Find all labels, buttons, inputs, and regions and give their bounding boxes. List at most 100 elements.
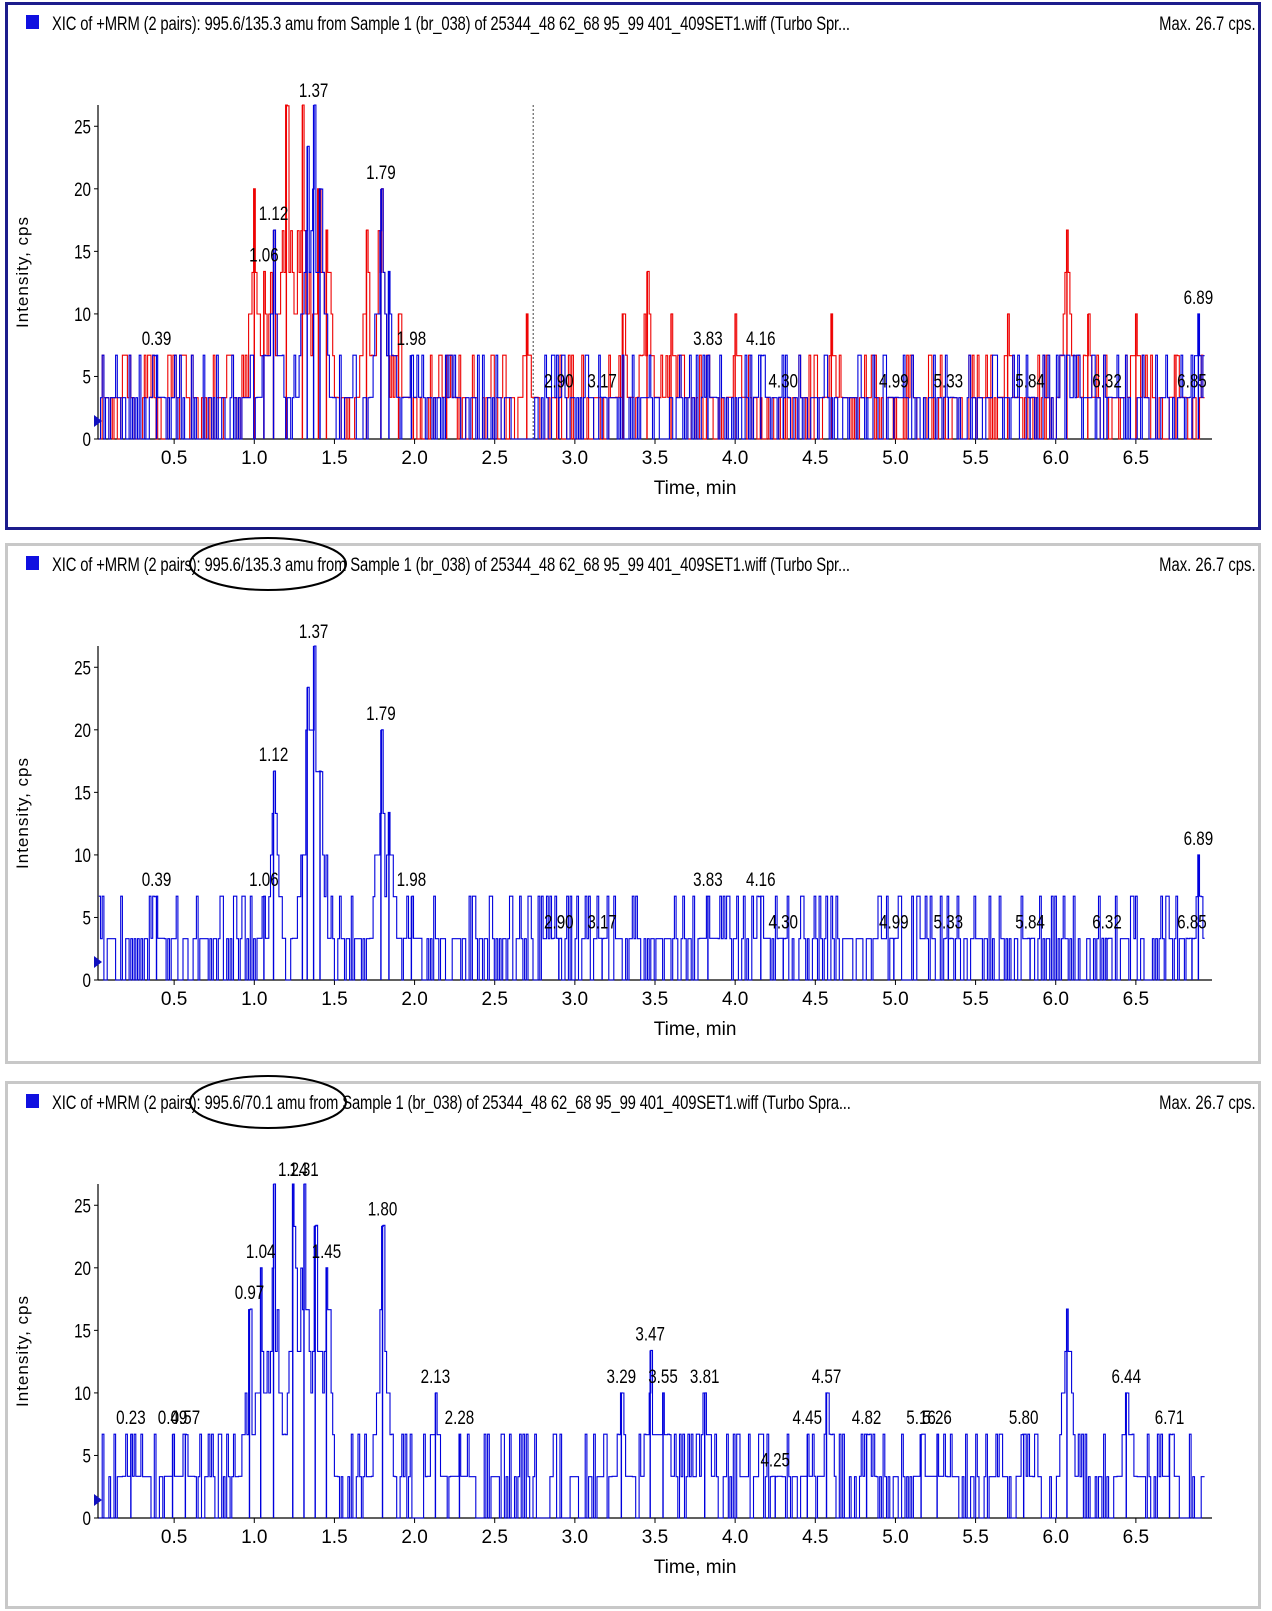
peak-label: 3.81 <box>690 1365 720 1387</box>
peak-label: 5.16 <box>906 1407 936 1429</box>
peak-label: 0.49 <box>158 1407 188 1429</box>
blue-trace-line <box>98 1183 1205 1519</box>
trace-color-swatch <box>26 15 39 29</box>
x-tick-label: 0.5 <box>161 448 187 469</box>
peak-label: 5.84 <box>1015 911 1045 933</box>
peak-label: 1.24 <box>278 1158 308 1180</box>
y-tick-label: 15 <box>74 1320 91 1342</box>
x-axis-label: Time, min <box>654 1019 737 1040</box>
peak-label: 1.79 <box>366 702 396 724</box>
x-tick-label: 1.0 <box>241 448 267 469</box>
peak-label: 1.79 <box>366 161 396 183</box>
x-tick-label: 4.5 <box>802 1527 828 1548</box>
chromatogram-panel-2[interactable]: XIC of +MRM (2 pairs): 995.6/135.3 amu f… <box>5 537 1261 1064</box>
peak-label: 2.13 <box>421 1365 451 1387</box>
x-tick-label: 3.5 <box>642 448 668 469</box>
x-tick-label: 2.5 <box>482 448 508 469</box>
peak-label: 3.47 <box>635 1323 665 1345</box>
peak-label: 1.12 <box>259 743 289 765</box>
x-tick-label: 5.5 <box>962 448 988 469</box>
peak-label: 0.57 <box>171 1407 201 1429</box>
x-tick-label: 2.5 <box>482 989 508 1010</box>
peak-label: 0.39 <box>142 328 172 350</box>
y-tick-label: 10 <box>74 303 91 325</box>
x-tick-label: 2.0 <box>401 448 427 469</box>
y-tick-label: 25 <box>74 116 91 138</box>
chromatogram-plot[interactable]: 0 5 10 15 20 25 0.5 1.0 1.5 2.0 2.5 3.0 3.5 4.0 4.5 5.0… <box>8 537 1258 1061</box>
x-tick-label: 4.0 <box>722 448 748 469</box>
peak-label: 5.33 <box>934 911 964 933</box>
x-tick-label: 5.0 <box>882 448 908 469</box>
peak-label: 1.04 <box>246 1240 276 1262</box>
y-tick-label: 15 <box>74 782 91 804</box>
peak-label: 5.26 <box>922 1407 952 1429</box>
x-tick-label: 1.5 <box>321 448 347 469</box>
x-tick-label: 0.5 <box>161 989 187 1010</box>
y-tick-label: 20 <box>74 178 91 200</box>
chromatogram-plot[interactable]: 0 5 10 15 20 25 0.5 1.0 1.5 2.0 2.5 3.0 3.5 4.0 4.5 5.0… <box>8 1075 1258 1606</box>
x-tick-label: 1.0 <box>241 1527 267 1548</box>
x-tick-label: 3.0 <box>562 1527 588 1548</box>
y-tick-label: 0 <box>83 1507 91 1529</box>
chromatogram-plot[interactable]: 0 5 10 15 20 25 0.5 1.0 1.5 2.0 2.5 3.0 3.5 4.0 4.5 5.0… <box>8 5 1258 527</box>
peak-label: 5.33 <box>934 370 964 392</box>
x-tick-label: 1.5 <box>321 1527 347 1548</box>
peak-label: 6.89 <box>1184 827 1214 849</box>
y-tick-label: 10 <box>74 1382 91 1404</box>
peak-label: 4.30 <box>768 911 798 933</box>
peak-label: 1.37 <box>299 79 329 101</box>
peak-label: 6.32 <box>1092 370 1122 392</box>
peak-label: 6.85 <box>1177 911 1207 933</box>
max-intensity-label: Max. 26.7 cps. <box>1159 14 1256 35</box>
x-tick-label: 4.5 <box>802 448 828 469</box>
x-tick-label: 2.0 <box>401 1527 427 1548</box>
x-axis-label: Time, min <box>654 1557 737 1578</box>
peak-label: 4.16 <box>746 328 776 350</box>
x-tick-label: 3.5 <box>642 989 668 1010</box>
x-tick-label: 5.5 <box>962 989 988 1010</box>
peak-label: 4.99 <box>879 370 909 392</box>
peak-label: 1.31 <box>289 1158 319 1180</box>
peak-label: 3.29 <box>607 1365 637 1387</box>
peak-label: 3.83 <box>693 869 723 891</box>
y-tick-label: 25 <box>74 1195 91 1217</box>
y-tick-label: 20 <box>74 719 91 741</box>
peak-label: 0.39 <box>142 869 172 891</box>
peak-label: 1.12 <box>259 202 289 224</box>
blue-trace-line <box>98 104 1205 440</box>
panel-title: XIC of +MRM (2 pairs): 995.6/135.3 amu f… <box>52 14 850 35</box>
y-axis-label: Intensity, cps <box>13 216 32 328</box>
peak-label: 2.28 <box>445 1407 475 1429</box>
x-tick-label: 6.0 <box>1043 448 1069 469</box>
x-tick-label: 1.5 <box>321 989 347 1010</box>
x-tick-label: 6.0 <box>1043 1527 1069 1548</box>
peak-label: 4.30 <box>768 370 798 392</box>
chromatogram-panel-3[interactable]: XIC of +MRM (2 pairs): 995.6/70.1 amu fr… <box>5 1075 1261 1609</box>
x-tick-label: 5.0 <box>882 1527 908 1548</box>
y-tick-label: 0 <box>83 969 91 991</box>
max-intensity-label: Max. 26.7 cps. <box>1159 1093 1256 1114</box>
highlight-ellipse <box>189 1075 347 1129</box>
y-tick-label: 20 <box>74 1257 91 1279</box>
panel-header: XIC of +MRM (2 pairs): 995.6/70.1 amu fr… <box>8 1084 1258 1118</box>
peak-label: 4.57 <box>812 1365 842 1387</box>
x-tick-label: 6.5 <box>1123 1527 1149 1548</box>
peak-label: 4.99 <box>879 911 909 933</box>
chromatogram-panel-1[interactable]: XIC of +MRM (2 pairs): 995.6/135.3 amu f… <box>5 2 1261 530</box>
panel-title: XIC of +MRM (2 pairs): 995.6/70.1 amu fr… <box>52 1093 851 1114</box>
peak-label: 5.84 <box>1015 370 1045 392</box>
panel-header: XIC of +MRM (2 pairs): 995.6/135.3 amu f… <box>8 546 1258 580</box>
peak-label: 1.98 <box>397 328 427 350</box>
peak-label: 1.45 <box>312 1240 342 1262</box>
x-tick-label: 4.0 <box>722 1527 748 1548</box>
peak-label: 6.85 <box>1177 370 1207 392</box>
x-tick-label: 4.0 <box>722 989 748 1010</box>
x-tick-label: 6.0 <box>1043 989 1069 1010</box>
peak-label: 6.89 <box>1184 286 1214 308</box>
trace-color-swatch <box>26 1094 39 1108</box>
x-tick-label: 6.5 <box>1123 448 1149 469</box>
peak-label: 3.17 <box>587 370 617 392</box>
x-tick-label: 6.5 <box>1123 989 1149 1010</box>
x-tick-label: 4.5 <box>802 989 828 1010</box>
peak-label: 4.82 <box>852 1407 882 1429</box>
